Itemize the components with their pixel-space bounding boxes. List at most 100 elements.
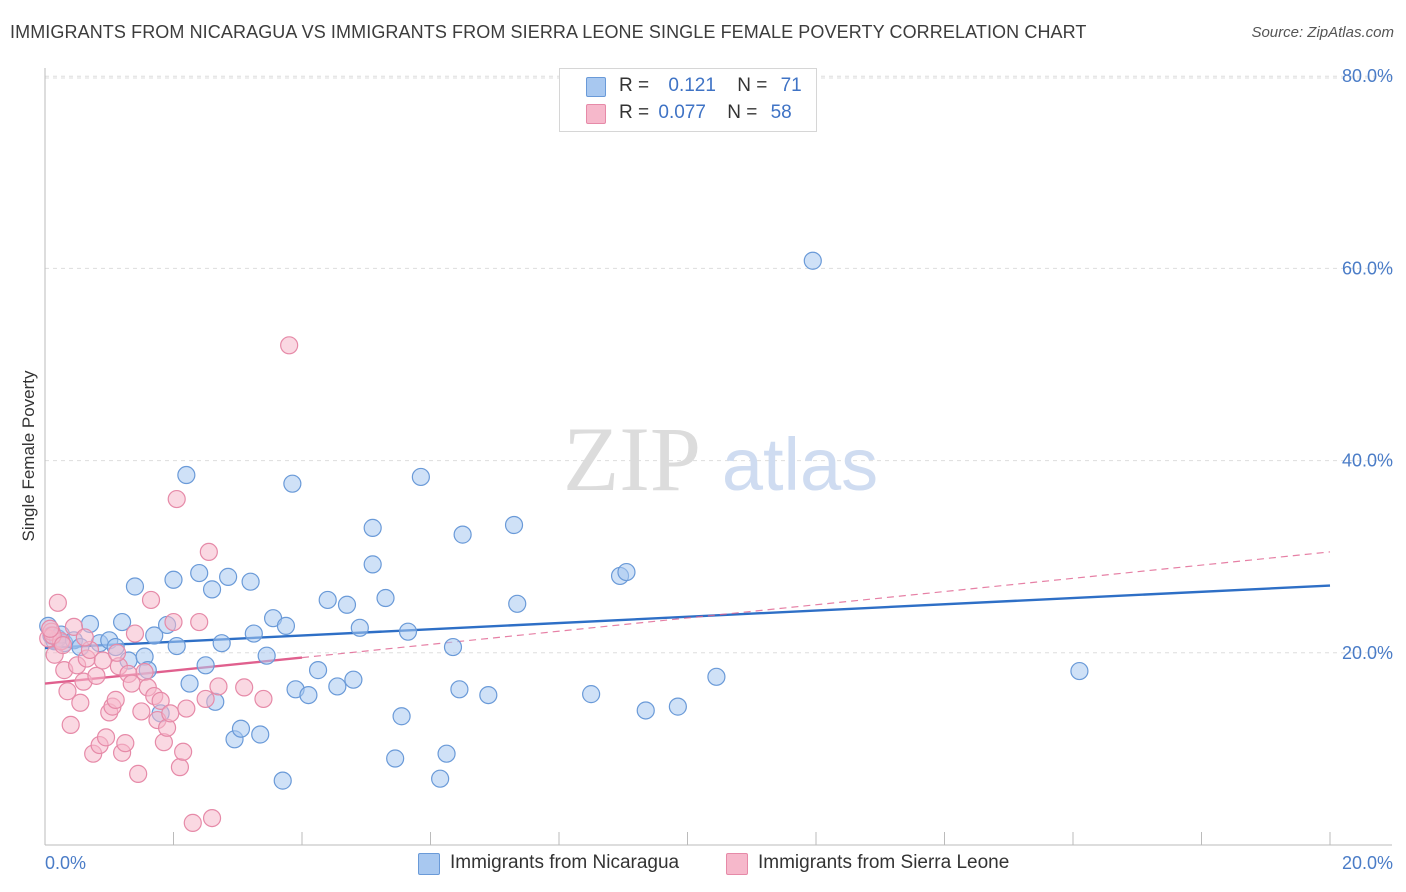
point-nicaragua (283, 474, 302, 493)
point-sierra-leone (61, 715, 80, 734)
point-nicaragua (212, 634, 231, 653)
axes (44, 68, 1392, 846)
point-nicaragua (617, 562, 636, 582)
point-nicaragua (164, 570, 183, 589)
point-sierra-leone (107, 643, 127, 662)
trend-lines (44, 551, 1331, 685)
point-nicaragua (1070, 661, 1089, 681)
point-nicaragua (344, 670, 363, 689)
legend-n-label: N = (727, 102, 758, 123)
point-nicaragua (411, 467, 430, 487)
point-nicaragua (177, 465, 196, 485)
point-sierra-leone (280, 336, 299, 355)
watermark-zip: ZIP (563, 408, 701, 510)
point-nicaragua (443, 637, 463, 657)
legend-n-value: 71 (780, 75, 802, 96)
y-tick-label: 20.0% (1342, 643, 1393, 663)
point-nicaragua (125, 577, 145, 596)
point-sierra-leone (125, 624, 145, 643)
point-nicaragua (219, 567, 238, 586)
point-nicaragua (276, 616, 296, 635)
point-nicaragua (392, 707, 411, 726)
point-sierra-leone (96, 728, 116, 747)
legend-swatch-sierra-leone (586, 104, 606, 124)
point-sierra-leone (53, 636, 73, 655)
point-nicaragua (431, 769, 450, 788)
point-sierra-leone (164, 612, 183, 632)
point-nicaragua (582, 685, 601, 704)
y-tick-label: 40.0% (1342, 451, 1393, 471)
point-sierra-leone (151, 691, 170, 710)
chart-title: IMMIGRANTS FROM NICARAGUA VS IMMIGRANTS … (10, 22, 1087, 42)
point-nicaragua (350, 618, 369, 637)
trend-line-nicaragua (44, 584, 1331, 650)
bottom-legend-swatch-nicaragua (418, 853, 440, 875)
point-sierra-leone (167, 489, 186, 509)
point-sierra-leone (93, 651, 112, 670)
point-sierra-leone (202, 808, 222, 828)
point-nicaragua (167, 636, 186, 656)
point-nicaragua (318, 590, 337, 610)
point-sierra-leone (106, 690, 125, 709)
point-sierra-leone (58, 682, 77, 701)
legend-r-value: 0.077 (658, 102, 706, 123)
point-nicaragua (376, 588, 395, 608)
x-tick-label: 20.0% (1342, 853, 1393, 873)
point-sierra-leone (199, 542, 218, 562)
point-sierra-leone (116, 734, 135, 753)
watermark-atlas: atlas (722, 423, 878, 506)
point-sierra-leone (254, 689, 273, 709)
legend-r-label: R = (619, 75, 650, 96)
point-sierra-leone (161, 704, 180, 723)
point-nicaragua (273, 771, 292, 790)
point-sierra-leone (141, 590, 161, 610)
y-tick-label: 80.0% (1342, 66, 1393, 86)
point-nicaragua (504, 515, 524, 535)
point-nicaragua (241, 572, 260, 591)
point-nicaragua (363, 518, 382, 537)
point-sierra-leone (75, 628, 94, 647)
point-sierra-leone (174, 742, 193, 761)
point-sierra-leone (129, 764, 148, 783)
point-nicaragua (363, 555, 382, 574)
point-sierra-leone (132, 702, 151, 721)
bottom-legend-label-nicaragua: Immigrants from Nicaragua (450, 852, 680, 873)
bottom-legend-label-sierra-leone: Immigrants from Sierra Leone (758, 852, 1010, 873)
y-tick-label: 60.0% (1342, 258, 1393, 278)
stats-legend: R = 0.121 N = 71 R = 0.077 N = 58 (559, 68, 817, 132)
point-nicaragua (386, 749, 405, 768)
point-sierra-leone (190, 612, 209, 632)
legend-r-label: R = (619, 102, 650, 123)
point-sierra-leone (170, 758, 190, 777)
point-nicaragua (180, 674, 199, 693)
point-nicaragua (145, 626, 164, 645)
point-sierra-leone (196, 689, 215, 709)
source-label: Source: ZipAtlas.com (1251, 24, 1394, 41)
x-tick-label: 0.0% (45, 853, 86, 873)
trend-extension-sierra-leone (301, 551, 1331, 659)
point-nicaragua (196, 656, 215, 675)
legend-swatch-nicaragua (586, 77, 606, 97)
point-nicaragua (636, 701, 655, 720)
point-sierra-leone (71, 693, 90, 712)
point-sierra-leone (41, 619, 60, 638)
axis-labels: 20.0% 40.0% 60.0% 80.0% 0.0% 20.0% Single Fema… (19, 66, 1393, 873)
point-sierra-leone (177, 699, 196, 718)
point-sierra-leone (64, 617, 84, 636)
watermark: ZIP atlas (563, 408, 878, 510)
point-nicaragua (190, 563, 209, 583)
point-nicaragua (337, 595, 357, 614)
point-sierra-leone (209, 677, 228, 696)
point-nicaragua (202, 580, 222, 599)
legend-n-label: N = (737, 75, 768, 96)
point-nicaragua (231, 719, 251, 738)
point-nicaragua (251, 725, 270, 744)
point-sierra-leone (183, 813, 202, 832)
point-nicaragua (450, 680, 469, 699)
point-sierra-leone (135, 662, 154, 682)
data-points (39, 251, 1089, 832)
y-axis-label: Single Female Poverty (19, 370, 38, 542)
bottom-legend-swatch-sierra-leone (726, 853, 748, 875)
point-nicaragua (479, 685, 498, 705)
